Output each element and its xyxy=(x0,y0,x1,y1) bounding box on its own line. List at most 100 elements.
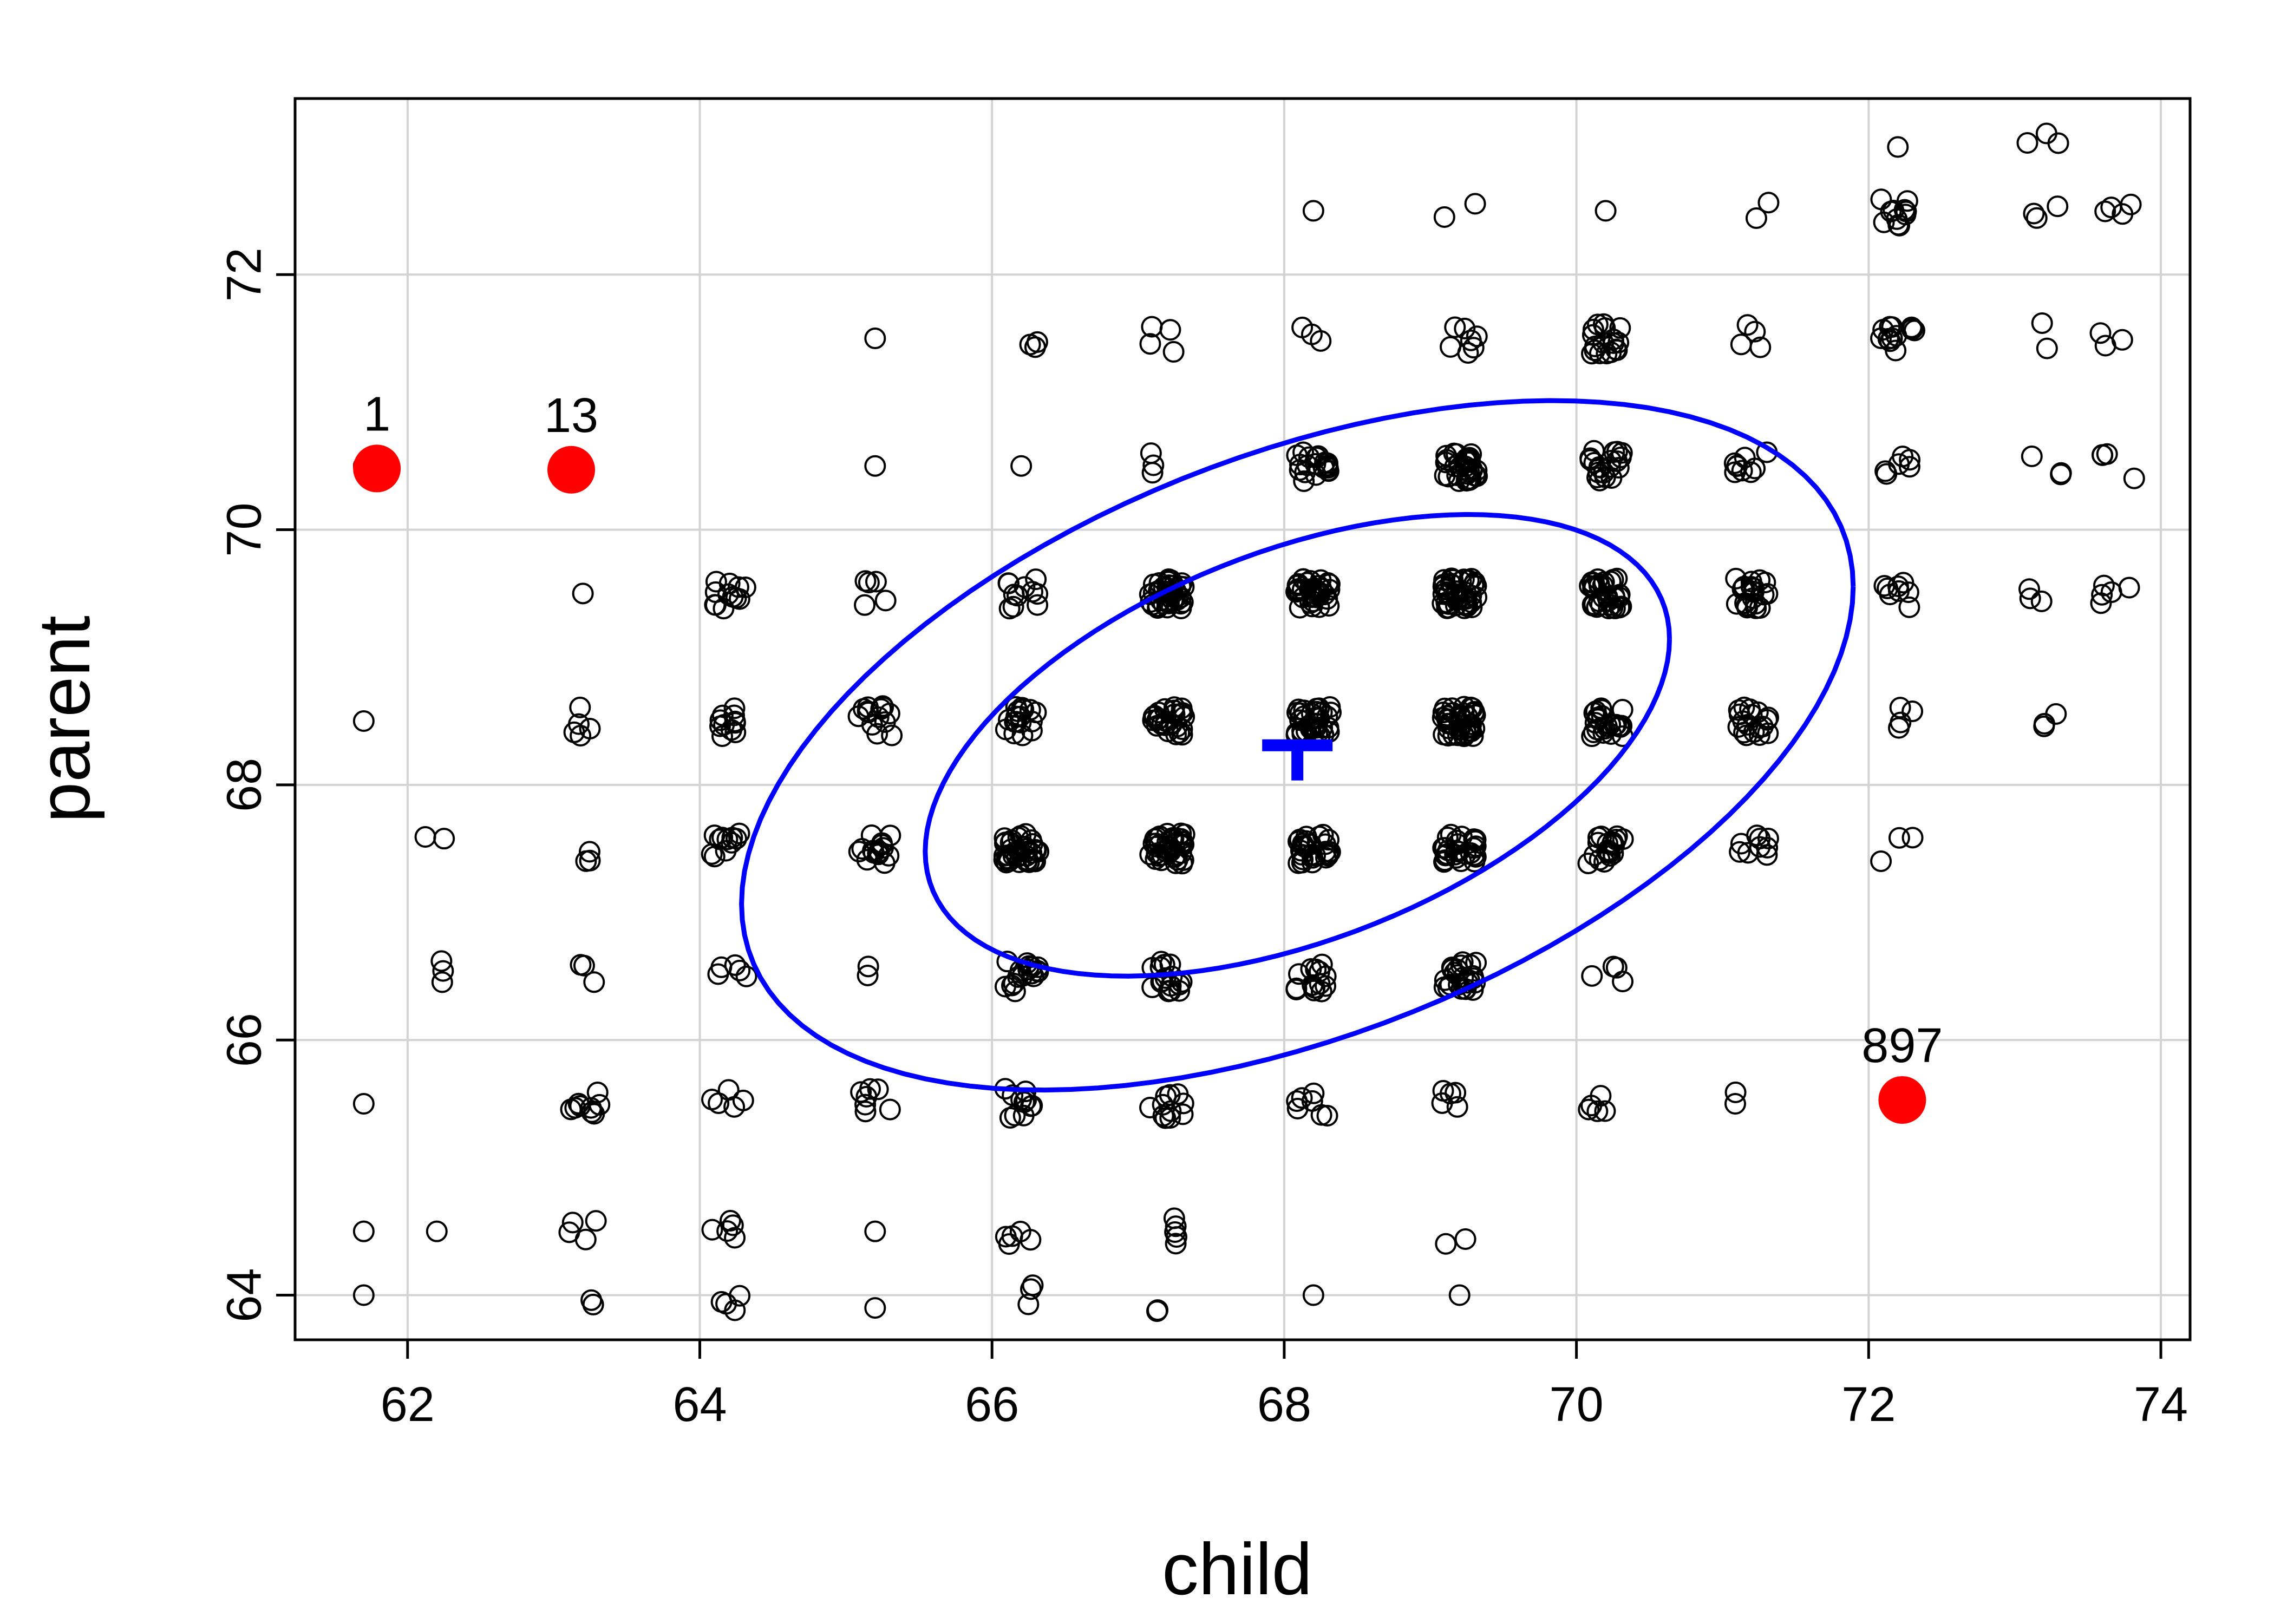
data-point xyxy=(1734,447,1756,469)
data-point xyxy=(855,1085,878,1108)
data-point xyxy=(864,1220,886,1242)
data-point xyxy=(1454,317,1476,339)
data-point xyxy=(426,1220,448,1242)
data-point xyxy=(1586,1100,1609,1122)
data-point xyxy=(1887,575,1909,598)
data-point xyxy=(1000,838,1022,860)
data-point xyxy=(1605,957,1628,979)
data-point xyxy=(854,594,876,616)
data-point xyxy=(1007,700,1029,722)
data-point xyxy=(1881,316,1903,338)
data-point xyxy=(558,1221,580,1243)
points-layer xyxy=(352,122,2145,1322)
data-point xyxy=(879,1098,901,1121)
data-point xyxy=(1169,593,1192,615)
data-point xyxy=(2016,132,2038,154)
data-point xyxy=(1887,136,1909,158)
axis-layer: 62 64 66 68 70 72 74 64 66 68 70 72 xyxy=(218,247,2188,1432)
data-point xyxy=(352,1284,375,1306)
data-point xyxy=(1453,568,1475,591)
data-point xyxy=(1443,442,1465,464)
data-point xyxy=(1289,459,1311,481)
data-point xyxy=(1142,454,1165,476)
data-point xyxy=(1603,441,1625,463)
data-point xyxy=(1455,450,1477,472)
data-point xyxy=(1303,585,1325,607)
data-point xyxy=(1027,594,1049,616)
data-point xyxy=(1466,325,1488,348)
data-point xyxy=(1291,1087,1313,1109)
data-point xyxy=(1318,829,1340,851)
highlight-layer: 1 13 897 xyxy=(353,387,1943,1124)
data-point xyxy=(1314,833,1336,855)
data-point xyxy=(722,1214,744,1236)
y-tick-label: 72 xyxy=(218,247,272,302)
data-point xyxy=(430,950,453,972)
data-point xyxy=(1724,461,1746,483)
data-point xyxy=(1600,594,1622,616)
data-point xyxy=(724,1227,746,1249)
data-point xyxy=(881,724,903,746)
data-point xyxy=(1021,833,1043,855)
data-point xyxy=(1874,460,1897,482)
data-point xyxy=(1145,833,1167,855)
data-point xyxy=(1139,843,1161,866)
data-point xyxy=(1445,580,1467,603)
data-point xyxy=(1152,1105,1174,1127)
data-point xyxy=(1881,327,1903,349)
data-point xyxy=(1014,576,1036,598)
data-point xyxy=(1450,826,1473,848)
data-point xyxy=(1893,199,1916,221)
data-point xyxy=(1596,343,1618,365)
data-point xyxy=(589,1093,611,1116)
ellipse-layer xyxy=(739,398,1856,1093)
data-point xyxy=(1151,712,1173,735)
data-point xyxy=(725,587,747,609)
data-point xyxy=(1757,192,1780,214)
y-tick-label: 70 xyxy=(218,502,272,556)
data-point xyxy=(1450,850,1472,873)
data-point xyxy=(1724,1081,1747,1103)
data-point xyxy=(1463,844,1485,866)
data-point xyxy=(2036,337,2058,359)
data-point xyxy=(1008,840,1030,862)
data-point xyxy=(1898,456,1920,478)
data-point xyxy=(1454,1228,1476,1250)
data-point xyxy=(1293,470,1315,492)
data-point xyxy=(2045,703,2067,725)
data-point xyxy=(1009,1220,1031,1242)
data-point xyxy=(727,576,749,598)
x-tick-label: 66 xyxy=(965,1378,1019,1432)
data-point xyxy=(1901,827,1924,849)
data-point xyxy=(431,971,453,993)
data-point xyxy=(1728,699,1750,721)
data-point xyxy=(1141,462,1164,484)
data-point xyxy=(352,710,375,732)
data-point xyxy=(1879,330,1901,352)
data-point xyxy=(2025,207,2048,229)
data-point xyxy=(1026,331,1048,353)
data-point xyxy=(1310,1104,1332,1126)
data-point xyxy=(1604,597,1626,619)
ellipse-0 xyxy=(923,512,1672,979)
data-point xyxy=(1286,444,1308,467)
data-point xyxy=(1897,581,1919,604)
data-point xyxy=(721,827,743,849)
data-point xyxy=(1873,575,1896,597)
data-point xyxy=(724,721,747,743)
data-point xyxy=(1315,847,1337,869)
data-point xyxy=(1901,318,1924,340)
data-point xyxy=(1748,724,1770,746)
data-point xyxy=(719,1210,741,1232)
y-tick-label: 66 xyxy=(218,1013,272,1067)
data-point xyxy=(1292,848,1314,870)
data-point xyxy=(857,964,879,986)
data-point xyxy=(1436,709,1459,731)
data-point xyxy=(2030,590,2053,612)
data-point xyxy=(1749,336,1772,358)
point-label-13: 13 xyxy=(544,389,598,443)
data-point xyxy=(1609,317,1631,339)
data-point xyxy=(1434,849,1456,872)
data-point xyxy=(432,960,454,982)
data-point xyxy=(2123,467,2145,489)
